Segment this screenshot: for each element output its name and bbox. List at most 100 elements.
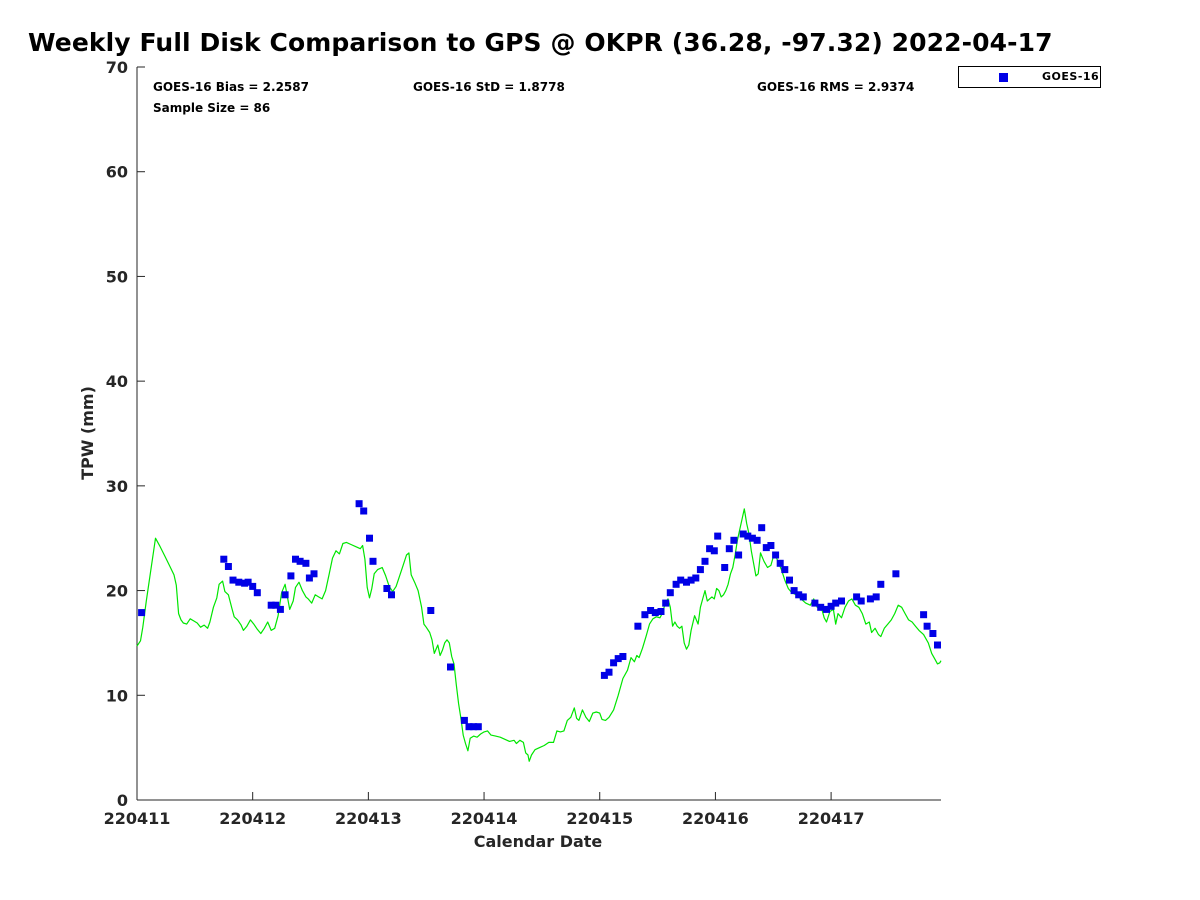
y-tick-label: 40 [106, 372, 128, 391]
goes-point [427, 607, 435, 614]
x-tick-label: 220413 [335, 809, 402, 828]
rms-stat: GOES-16 RMS = 2.9374 [757, 80, 915, 94]
goes-point [672, 580, 680, 588]
goes-point [758, 524, 766, 532]
std-stat: GOES-16 StD = 1.8778 [413, 80, 565, 94]
goes-point [647, 607, 655, 614]
y-tick-label: 10 [106, 686, 128, 705]
goes-point [799, 593, 807, 601]
goes-point [651, 609, 659, 617]
goes-point [744, 532, 752, 540]
goes-point [683, 578, 690, 586]
goes-point [714, 532, 722, 540]
y-tick-label: 30 [106, 477, 128, 496]
x-axis-label: Calendar Date [474, 832, 603, 851]
y-axis-label: TPW (mm) [78, 386, 97, 480]
goes-point [383, 585, 391, 592]
goes-point [305, 574, 313, 582]
goes-point [229, 576, 237, 584]
goes-point [470, 723, 478, 731]
goes-point [253, 589, 261, 597]
y-tick-label: 50 [106, 267, 128, 286]
goes-point [310, 570, 318, 578]
goes-point [235, 578, 243, 586]
goes-point [811, 599, 819, 607]
legend-label: GOES-16 [1042, 70, 1100, 83]
x-tick-label: 220411 [104, 809, 171, 828]
goes-point [619, 653, 627, 660]
goes-point [877, 580, 885, 588]
goes-point [600, 671, 608, 679]
goes-point [224, 563, 232, 570]
goes-point [823, 605, 830, 613]
legend: GOES-16 [958, 66, 1101, 88]
y-tick-label: 60 [106, 163, 128, 182]
x-tick-label: 220416 [682, 809, 749, 828]
goes-point [753, 536, 761, 544]
goes-point [696, 566, 704, 574]
goes-point [302, 559, 310, 567]
goes-point [866, 595, 874, 603]
goes-point [735, 551, 743, 559]
goes-point [832, 599, 840, 607]
y-tick-label: 0 [117, 791, 128, 810]
goes-point [730, 536, 738, 544]
x-tick-label: 220412 [219, 809, 286, 828]
goes-point [781, 566, 789, 574]
chart-title: Weekly Full Disk Comparison to GPS @ OKP… [28, 28, 1053, 57]
goes-point [447, 663, 454, 671]
goes-point [721, 564, 729, 571]
goes-point [605, 668, 613, 676]
y-tick-label: 20 [106, 582, 128, 601]
goes-series [138, 500, 941, 731]
goes-point [355, 500, 363, 508]
goes-point [739, 530, 747, 538]
goes-point [244, 578, 252, 586]
goes-point [296, 557, 304, 565]
goes-point [610, 659, 618, 667]
goes-point [701, 557, 709, 565]
goes-point [677, 576, 685, 584]
goes-point [934, 641, 941, 649]
goes-point [786, 576, 793, 584]
goes-point [474, 723, 482, 731]
goes-point [817, 603, 825, 611]
goes-point [641, 611, 649, 619]
goes-point [710, 547, 718, 555]
goes-point [634, 622, 642, 630]
x-tick-label: 220417 [798, 809, 865, 828]
goes-point [776, 559, 784, 567]
goes-point [838, 597, 845, 605]
goes-point [923, 622, 931, 630]
goes-point [138, 609, 146, 617]
goes-point [857, 597, 865, 605]
y-tick-label: 70 [106, 58, 128, 77]
goes-point [706, 545, 714, 553]
goes-point [249, 582, 257, 590]
goes-point [292, 555, 299, 563]
goes-point [388, 591, 395, 599]
goes-point [366, 534, 373, 542]
goes-point [220, 555, 228, 563]
goes-point [369, 557, 377, 565]
x-tick-label: 220415 [566, 809, 633, 828]
axes: 0 10 20 30 40 50 60 70 220411 220412 220413 220414 2… [104, 58, 941, 828]
goes-point [892, 570, 900, 578]
legend-marker-square [999, 73, 1008, 82]
goes-point [748, 534, 756, 542]
goes-point [465, 723, 473, 731]
gps-series [136, 508, 942, 762]
goes-point [360, 507, 368, 515]
goes-point [772, 551, 780, 559]
goes-point [790, 587, 798, 595]
goes-point [614, 655, 622, 663]
goes-point [272, 601, 280, 609]
goes-point [872, 593, 880, 601]
gps-line [136, 508, 942, 762]
goes-point [287, 572, 295, 580]
goes-point [767, 542, 775, 549]
goes-point [725, 545, 733, 553]
goes-point [267, 601, 275, 609]
goes-point [762, 544, 770, 552]
